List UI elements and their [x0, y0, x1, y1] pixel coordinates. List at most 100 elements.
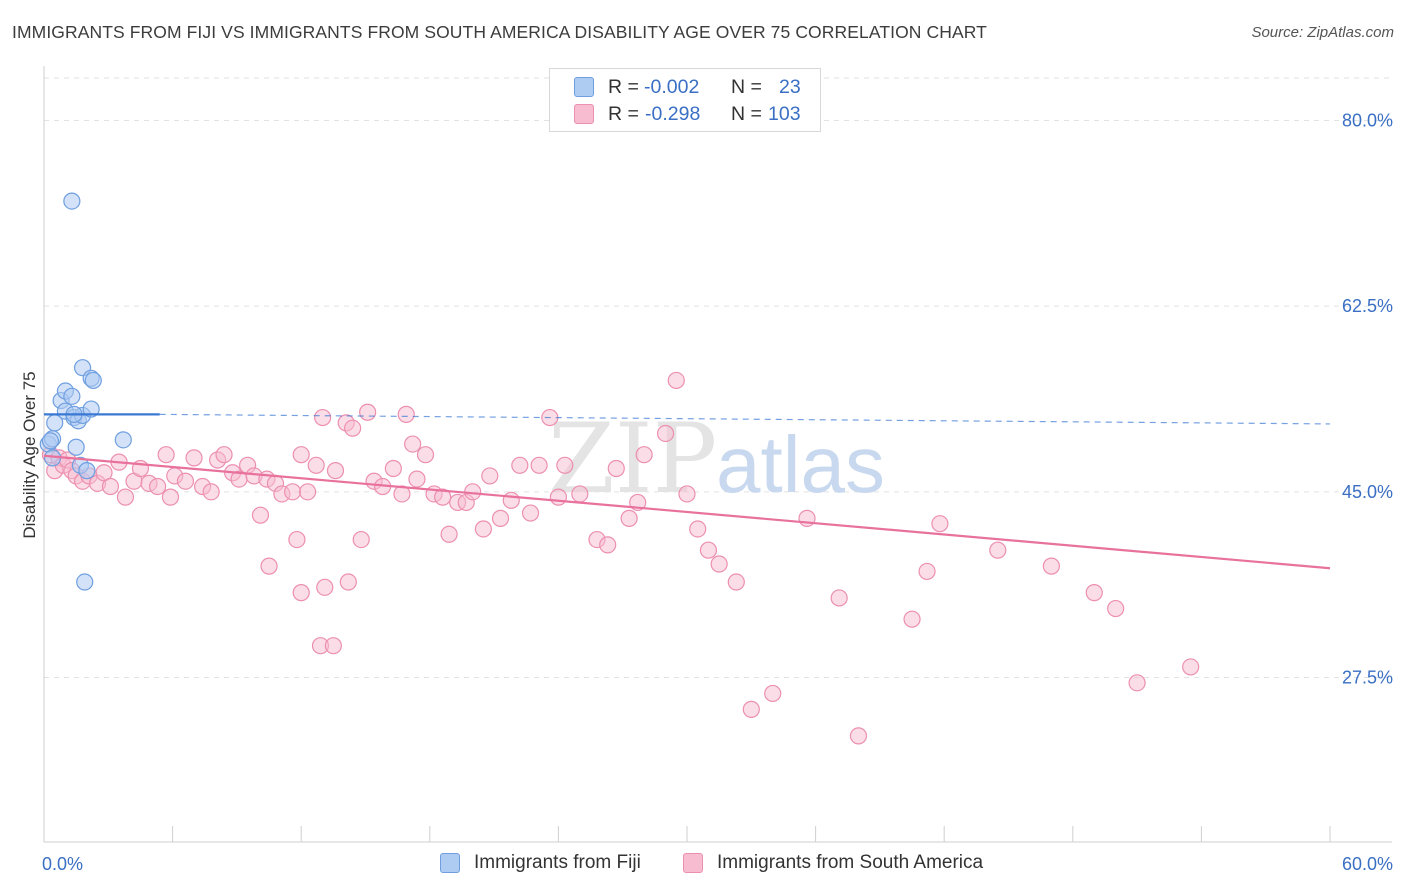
- south-america-point: [251, 506, 270, 524]
- sa-n-value: 103: [768, 102, 801, 125]
- stats-legend: R = -0.002 N = 23 R = -0.298 N = 103: [549, 68, 821, 132]
- south-america-point: [511, 456, 529, 474]
- south-america-point: [148, 477, 167, 496]
- y-tick-labels: 27.5% 45.0% 62.5% 80.0%: [1342, 110, 1393, 687]
- south-america-point: [635, 446, 653, 464]
- south-america-point: [416, 446, 435, 464]
- south-america-point: [95, 464, 113, 482]
- south-america-point: [292, 446, 310, 464]
- south-america-point: [931, 515, 949, 533]
- south-america-point: [903, 610, 921, 628]
- south-america-point: [202, 483, 220, 501]
- south-america-point: [260, 557, 278, 575]
- south-america-point: [689, 520, 707, 538]
- fiji-point: [41, 432, 60, 450]
- south-america-point: [397, 405, 415, 423]
- legend-sa-swatch: [683, 853, 703, 873]
- south-america-point: [404, 435, 422, 453]
- x-tick-label-max: 60.0%: [1342, 854, 1393, 874]
- south-america-point: [521, 504, 540, 522]
- y-tick-label: 45.0%: [1342, 482, 1393, 502]
- south-america-point: [1042, 557, 1060, 575]
- south-america-point: [1182, 658, 1200, 676]
- chart-title: IMMIGRANTS FROM FIJI VS IMMIGRANTS FROM …: [12, 22, 987, 42]
- south-america-point: [307, 456, 325, 474]
- y-axis-label: Disability Age Over 75: [20, 371, 39, 538]
- south-america-point: [288, 530, 306, 549]
- series-legend: Immigrants from Fiji Immigrants from Sou…: [0, 850, 1406, 880]
- south-america-point: [326, 462, 345, 480]
- south-america-point: [481, 467, 499, 485]
- south-america-point: [599, 536, 617, 554]
- south-america-point: [1085, 584, 1103, 602]
- south-america-point: [620, 509, 638, 527]
- south-america-point: [918, 562, 936, 581]
- fiji-point: [63, 387, 81, 405]
- sa-r-value: -0.298: [645, 102, 701, 125]
- south-america-point: [176, 472, 195, 490]
- south-america-point: [316, 578, 334, 596]
- fiji-point: [82, 400, 100, 418]
- south-america-point: [502, 491, 520, 509]
- south-america-point: [215, 446, 233, 464]
- south-america-point: [408, 470, 426, 488]
- legend-item-fiji[interactable]: Immigrants from Fiji: [440, 852, 641, 874]
- watermark-atlas: atlas: [716, 420, 885, 509]
- source-credit: Source: ZipAtlas.com: [1251, 24, 1394, 41]
- y-tick-label: 27.5%: [1342, 668, 1393, 688]
- south-america-point: [491, 509, 510, 527]
- south-america-point: [549, 488, 568, 506]
- south-america-point: [185, 449, 203, 467]
- south-america-point: [742, 700, 760, 718]
- south-america-point: [157, 446, 175, 464]
- south-america-point: [764, 684, 782, 703]
- south-america-swatch: [574, 104, 594, 124]
- trend-layer: [43, 413, 1331, 570]
- y-tick-label: 62.5%: [1342, 296, 1393, 316]
- south-america-point: [699, 541, 718, 559]
- x-tick-label-min: 0.0%: [42, 854, 83, 874]
- south-america-point: [352, 530, 370, 549]
- south-america-point: [556, 456, 574, 474]
- grid-layer: [44, 77, 1392, 679]
- south-america-point: [434, 488, 452, 506]
- south-america-point: [359, 403, 377, 421]
- fiji-point: [67, 438, 85, 456]
- fiji-trend-dashed: [159, 413, 1331, 425]
- south-america-point: [530, 456, 548, 474]
- south-america-point: [344, 419, 362, 437]
- south-america-point: [384, 459, 402, 478]
- south-america-point: [292, 584, 310, 602]
- south-america-point: [1128, 674, 1146, 692]
- fiji-n-value: 23: [779, 75, 801, 98]
- south-america-point: [1107, 599, 1125, 618]
- south-america-point: [314, 408, 332, 427]
- fiji-point: [76, 573, 94, 591]
- south-america-point: [710, 555, 728, 573]
- south-america-point: [299, 483, 317, 501]
- points-layer: [39, 192, 1200, 745]
- south-america-point: [324, 637, 342, 655]
- fiji-point: [78, 462, 96, 480]
- south-america-trend: [43, 454, 1331, 570]
- south-america-point: [830, 589, 848, 607]
- south-america-point: [727, 573, 745, 591]
- legend-sa-label: Immigrants from South America: [717, 852, 984, 873]
- fiji-point: [84, 371, 102, 390]
- south-america-point: [474, 520, 492, 538]
- south-america-point: [656, 424, 675, 443]
- sa-n-label: N =: [731, 102, 762, 125]
- sa-r-label: R =: [608, 102, 639, 125]
- south-america-point: [989, 541, 1007, 559]
- south-america-point: [339, 573, 357, 591]
- legend-fiji-swatch: [440, 853, 460, 873]
- south-america-point: [607, 459, 625, 478]
- south-america-point: [393, 485, 411, 503]
- legend-item-south-america[interactable]: Immigrants from South America: [683, 852, 983, 874]
- fiji-swatch: [574, 77, 594, 97]
- fiji-point: [63, 192, 81, 210]
- fiji-n-label: N =: [731, 75, 762, 98]
- fiji-r-value: -0.002: [644, 75, 700, 98]
- legend-fiji-label: Immigrants from Fiji: [474, 852, 641, 873]
